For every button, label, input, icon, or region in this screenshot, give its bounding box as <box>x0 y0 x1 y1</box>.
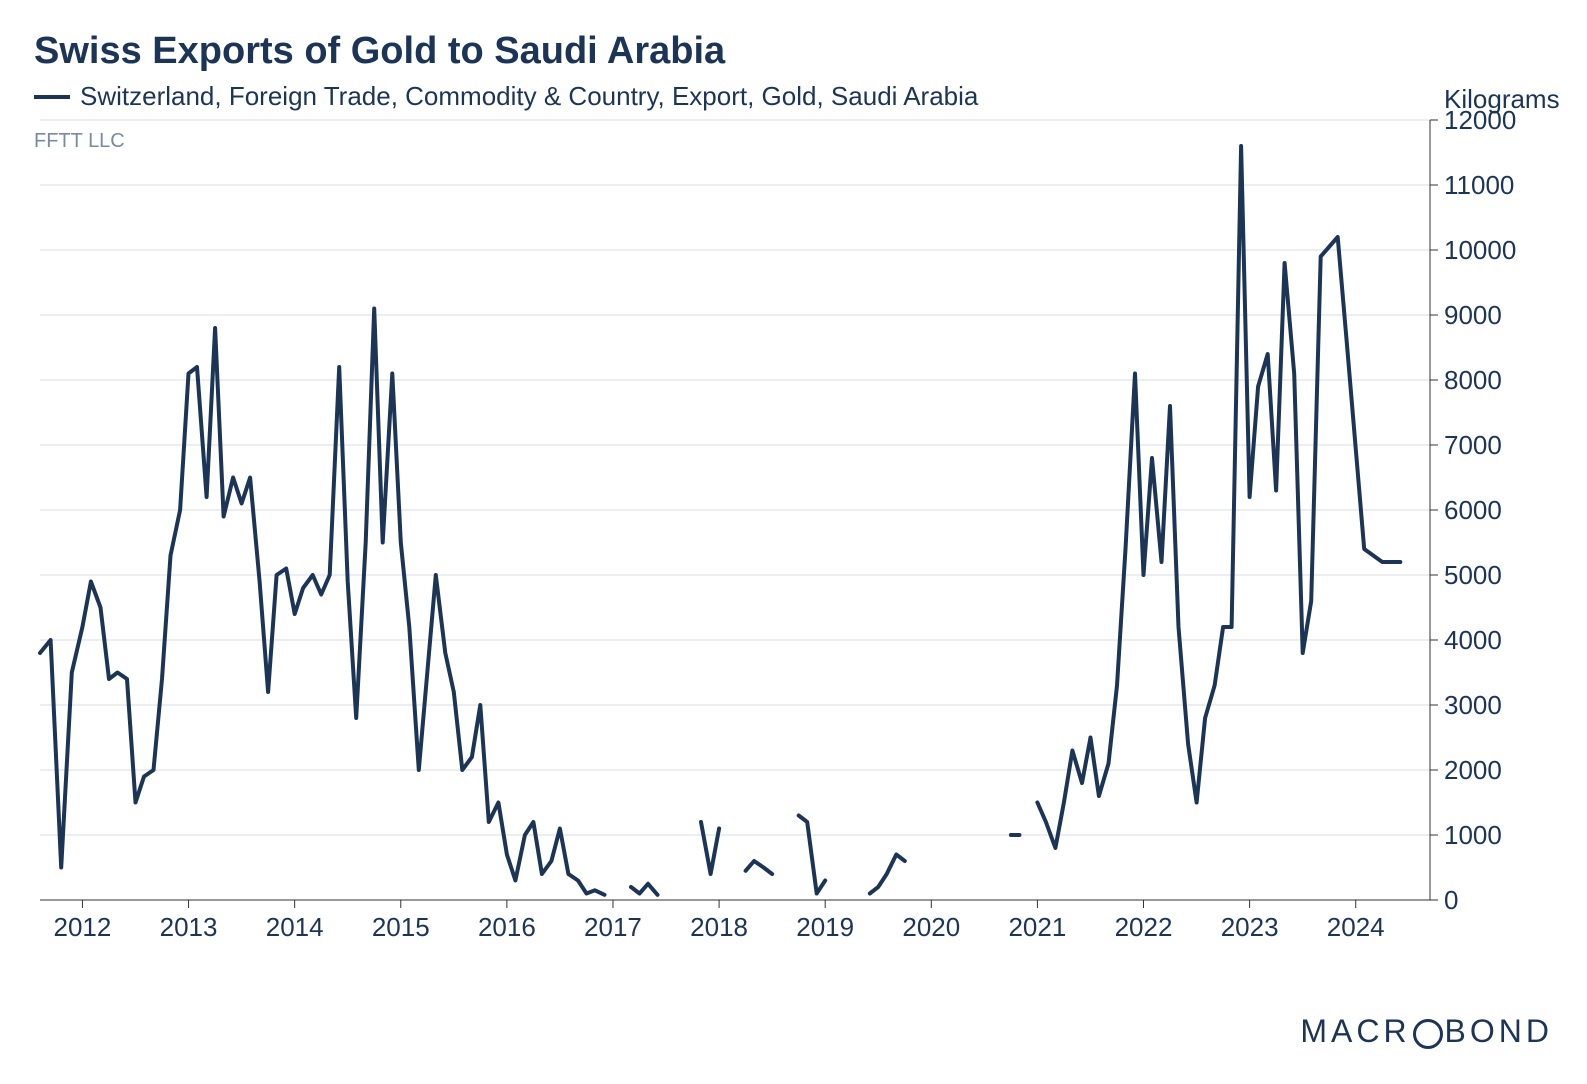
svg-text:2000: 2000 <box>1444 755 1502 785</box>
svg-text:2023: 2023 <box>1221 912 1279 942</box>
svg-text:4000: 4000 <box>1444 625 1502 655</box>
svg-text:7000: 7000 <box>1444 430 1502 460</box>
svg-text:2024: 2024 <box>1327 912 1385 942</box>
svg-text:2014: 2014 <box>266 912 324 942</box>
svg-text:0: 0 <box>1444 885 1458 915</box>
svg-text:2019: 2019 <box>796 912 854 942</box>
svg-text:3000: 3000 <box>1444 690 1502 720</box>
svg-text:9000: 9000 <box>1444 300 1502 330</box>
svg-text:2018: 2018 <box>690 912 748 942</box>
svg-text:2020: 2020 <box>902 912 960 942</box>
chart-container: Swiss Exports of Gold to Saudi Arabia Ki… <box>0 0 1587 1084</box>
svg-text:12000: 12000 <box>1444 105 1516 135</box>
svg-text:2017: 2017 <box>584 912 642 942</box>
svg-text:2016: 2016 <box>478 912 536 942</box>
svg-text:8000: 8000 <box>1444 365 1502 395</box>
svg-text:6000: 6000 <box>1444 495 1502 525</box>
line-chart: 0 1000 2000 3000 4000 5000 6000 7000 8000 9000 100… <box>0 0 1550 960</box>
svg-text:1000: 1000 <box>1444 820 1502 850</box>
brand-text-part1: MACR <box>1300 1013 1410 1050</box>
svg-text:2022: 2022 <box>1115 912 1173 942</box>
svg-text:2013: 2013 <box>160 912 218 942</box>
brand-logo: MACR BOND <box>1300 1013 1553 1050</box>
brand-text-part2: BOND <box>1445 1013 1553 1050</box>
svg-text:2015: 2015 <box>372 912 430 942</box>
svg-text:5000: 5000 <box>1444 560 1502 590</box>
svg-text:11000: 11000 <box>1444 170 1514 200</box>
svg-text:10000: 10000 <box>1444 235 1516 265</box>
svg-text:2012: 2012 <box>54 912 112 942</box>
brand-o-ring-icon <box>1413 1019 1443 1049</box>
svg-text:2021: 2021 <box>1008 912 1066 942</box>
